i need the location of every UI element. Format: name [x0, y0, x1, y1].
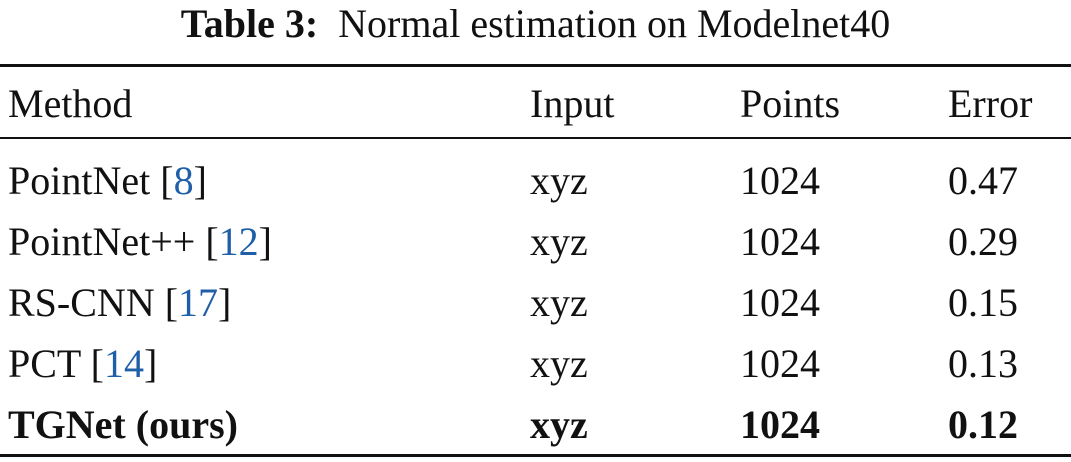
caption-label: Table 3: [180, 1, 319, 46]
top-rule [0, 64, 1071, 67]
points-cell: 1024 [740, 280, 820, 325]
citation[interactable]: [12] [205, 219, 272, 264]
method-cell: TGNet (ours) [8, 405, 238, 445]
header-cell: Input [530, 81, 615, 126]
method-name: PointNet [8, 158, 151, 203]
input-cell: xyz [530, 280, 588, 325]
input-cell: xyz [530, 402, 588, 447]
caption: Table 3: Normal estimation on Modelnet40 [0, 4, 1071, 44]
method-name: PCT [8, 341, 81, 386]
method-name: RS-CNN [8, 280, 155, 325]
citation[interactable]: [14] [90, 341, 158, 386]
caption-text: Normal estimation on Modelnet40 [338, 1, 891, 46]
error-cell: 0.47 [948, 158, 1018, 203]
error-cell: 0.29 [948, 219, 1018, 264]
method-cell: PointNet++ [12] [8, 222, 272, 262]
mid-rule [0, 137, 1071, 139]
header-cell: Method [8, 81, 133, 126]
points-cell: 1024 [740, 402, 820, 447]
error-cell: 0.15 [948, 280, 1018, 325]
input-cell: xyz [530, 341, 588, 386]
method-cell: PCT [14] [8, 344, 157, 384]
method-name: PointNet++ [8, 219, 196, 264]
method-name: TGNet (ours) [8, 402, 238, 447]
error-cell: 0.13 [948, 341, 1018, 386]
citation[interactable]: [8] [160, 158, 207, 203]
method-cell: RS-CNN [17] [8, 283, 231, 323]
citation[interactable]: [17] [164, 280, 232, 325]
points-cell: 1024 [740, 158, 820, 203]
points-cell: 1024 [740, 341, 820, 386]
points-cell: 1024 [740, 219, 820, 264]
input-cell: xyz [530, 219, 588, 264]
input-cell: xyz [530, 158, 588, 203]
header-cell: Error [948, 81, 1033, 126]
header-cell: Points [740, 81, 841, 126]
bottom-rule [0, 454, 1071, 457]
method-cell: PointNet [8] [8, 161, 207, 201]
error-cell: 0.12 [948, 402, 1018, 447]
